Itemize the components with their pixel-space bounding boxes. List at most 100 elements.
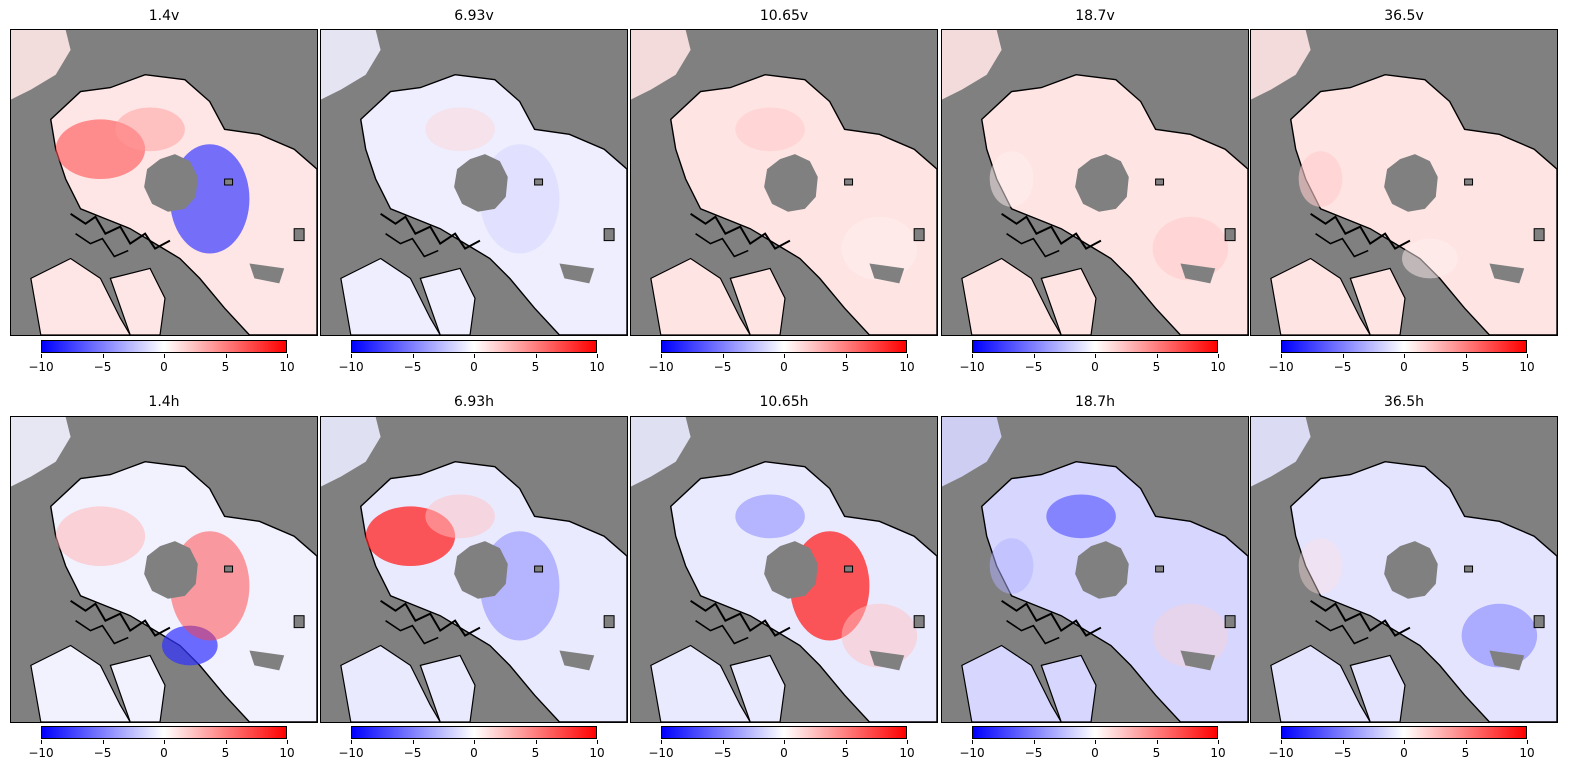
colorbar-tick: [1033, 740, 1035, 744]
colorbar-tick: [1156, 354, 1158, 358]
colorbar-tick-label: 10: [899, 746, 915, 760]
map-panel: [941, 416, 1249, 723]
colorbar-tick: [784, 740, 785, 744]
colorbar: [1281, 726, 1527, 739]
colorbar-tick-label: 10: [279, 360, 295, 374]
panel-title: 1.4v: [148, 8, 180, 24]
colorbar-tick: [41, 354, 42, 358]
colorbar: [41, 726, 287, 739]
colorbar-tick: [1527, 354, 1528, 358]
colorbar-tick: [1404, 354, 1405, 358]
colorbar-tick-label: −10: [959, 360, 985, 374]
colorbar-tick-label: 0: [780, 360, 788, 374]
colorbar-tick: [1095, 354, 1096, 358]
colorbar-tick: [474, 354, 475, 358]
colorbar: [661, 340, 907, 353]
colorbar-tick-label: 10: [899, 360, 915, 374]
colorbar-tick: [722, 740, 724, 744]
colorbar-tick: [1218, 740, 1219, 744]
colorbar: [1281, 340, 1527, 353]
colorbar-tick: [845, 354, 847, 358]
colorbar-tick-label: −5: [713, 360, 732, 374]
colorbar-tick-label: −5: [1024, 360, 1043, 374]
colorbar-tick: [597, 740, 598, 744]
colorbar-tick: [907, 740, 908, 744]
colorbar-tick: [351, 354, 352, 358]
colorbar-tick: [535, 740, 537, 744]
map-panel: [1250, 29, 1558, 336]
colorbar-tick-label: 5: [1461, 360, 1470, 374]
colorbar-tick: [1218, 354, 1219, 358]
colorbar-tick: [225, 740, 227, 744]
map-panel: [320, 29, 628, 336]
colorbar-tick: [102, 740, 104, 744]
colorbar-tick-label: 5: [841, 360, 850, 374]
panel-title: 1.4h: [148, 394, 180, 410]
map-panel: [320, 416, 628, 723]
colorbar-tick-label: 5: [221, 360, 230, 374]
colorbar-tick-label: 5: [1152, 746, 1161, 760]
map-panel: [10, 416, 318, 723]
colorbar-tick: [1156, 740, 1158, 744]
colorbar-tick-label: 0: [1091, 746, 1099, 760]
colorbar-tick-label: 0: [1400, 360, 1408, 374]
map-panel: [941, 29, 1249, 336]
colorbar-tick: [351, 740, 352, 744]
colorbar-tick: [784, 354, 785, 358]
colorbar-tick: [661, 354, 662, 358]
panel-title: 6.93h: [453, 394, 495, 410]
colorbar-tick-label: 5: [531, 746, 540, 760]
colorbar-tick-label: 0: [470, 746, 478, 760]
colorbar: [972, 340, 1218, 353]
colorbar-tick-label: −5: [713, 746, 732, 760]
colorbar-tick: [1281, 740, 1282, 744]
colorbar-tick: [722, 354, 724, 358]
colorbar-tick: [41, 740, 42, 744]
map-panel: [1250, 416, 1558, 723]
colorbar-tick: [845, 740, 847, 744]
colorbar-tick-label: −10: [1268, 746, 1294, 760]
colorbar-tick: [1342, 354, 1344, 358]
colorbar-tick: [1281, 354, 1282, 358]
colorbar-tick: [597, 354, 598, 358]
colorbar-tick-label: 5: [1152, 360, 1161, 374]
colorbar-tick: [287, 354, 288, 358]
colorbar-tick-label: 10: [589, 360, 605, 374]
colorbar-tick-label: −5: [1024, 746, 1043, 760]
colorbar-tick-label: −10: [1268, 360, 1294, 374]
colorbar-tick: [1527, 740, 1528, 744]
colorbar-tick-label: 5: [841, 746, 850, 760]
colorbar-tick-label: −10: [648, 360, 674, 374]
panel-title: 6.93v: [454, 8, 494, 24]
map-panel: [630, 416, 938, 723]
colorbar-tick: [225, 354, 227, 358]
colorbar-tick-label: 5: [531, 360, 540, 374]
colorbar-tick: [1465, 354, 1467, 358]
colorbar-tick-label: −5: [403, 360, 422, 374]
colorbar-tick-label: 10: [1210, 746, 1226, 760]
colorbar-tick-label: 0: [780, 746, 788, 760]
colorbar-tick: [1095, 740, 1096, 744]
colorbar-tick-label: −10: [648, 746, 674, 760]
colorbar-tick: [412, 740, 414, 744]
map-panel: [10, 29, 318, 336]
map-panel: [630, 29, 938, 336]
colorbar: [972, 726, 1218, 739]
colorbar-tick-label: 0: [470, 360, 478, 374]
colorbar-tick-label: 10: [589, 746, 605, 760]
colorbar-tick: [535, 354, 537, 358]
colorbar-tick-label: −10: [28, 360, 54, 374]
colorbar-tick: [102, 354, 104, 358]
colorbar-tick-label: 10: [1519, 360, 1535, 374]
colorbar-tick-label: −5: [1333, 360, 1352, 374]
colorbar-tick-label: −10: [338, 746, 364, 760]
colorbar: [41, 340, 287, 353]
colorbar-tick: [287, 740, 288, 744]
colorbar-tick: [972, 354, 973, 358]
colorbar-tick-label: −10: [28, 746, 54, 760]
colorbar: [351, 726, 597, 739]
colorbar-tick-label: −10: [959, 746, 985, 760]
colorbar-tick: [1342, 740, 1344, 744]
panel-title: 10.65h: [759, 394, 809, 410]
panel-title: 36.5h: [1383, 394, 1425, 410]
